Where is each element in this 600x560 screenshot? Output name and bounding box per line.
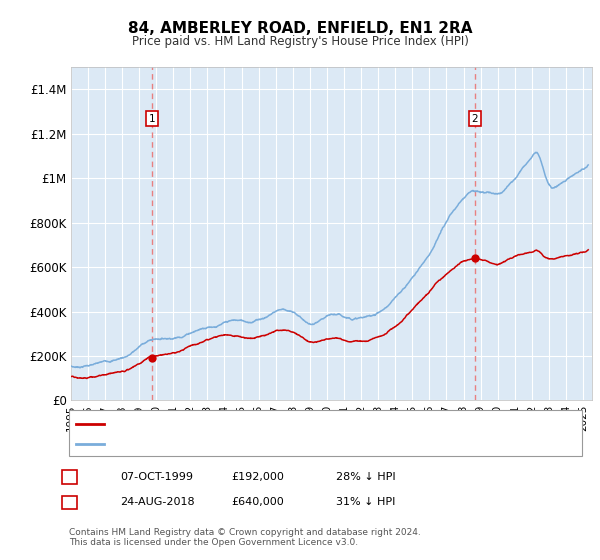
Text: Price paid vs. HM Land Registry's House Price Index (HPI): Price paid vs. HM Land Registry's House …	[131, 35, 469, 48]
Text: 2: 2	[65, 497, 73, 507]
Text: 31% ↓ HPI: 31% ↓ HPI	[336, 497, 395, 507]
Text: HPI: Average price, detached house, Enfield: HPI: Average price, detached house, Enfi…	[110, 438, 350, 449]
Text: Contains HM Land Registry data © Crown copyright and database right 2024.
This d: Contains HM Land Registry data © Crown c…	[69, 528, 421, 547]
Text: 2: 2	[472, 114, 478, 124]
Text: £192,000: £192,000	[231, 472, 284, 482]
Text: 28% ↓ HPI: 28% ↓ HPI	[336, 472, 395, 482]
Text: 1: 1	[149, 114, 155, 124]
Text: 84, AMBERLEY ROAD, ENFIELD, EN1 2RA: 84, AMBERLEY ROAD, ENFIELD, EN1 2RA	[128, 21, 472, 36]
Text: 1: 1	[65, 472, 73, 482]
Text: 07-OCT-1999: 07-OCT-1999	[120, 472, 193, 482]
Text: 24-AUG-2018: 24-AUG-2018	[120, 497, 194, 507]
Text: 84, AMBERLEY ROAD, ENFIELD, EN1 2RA (detached house): 84, AMBERLEY ROAD, ENFIELD, EN1 2RA (det…	[110, 419, 431, 430]
Text: £640,000: £640,000	[231, 497, 284, 507]
